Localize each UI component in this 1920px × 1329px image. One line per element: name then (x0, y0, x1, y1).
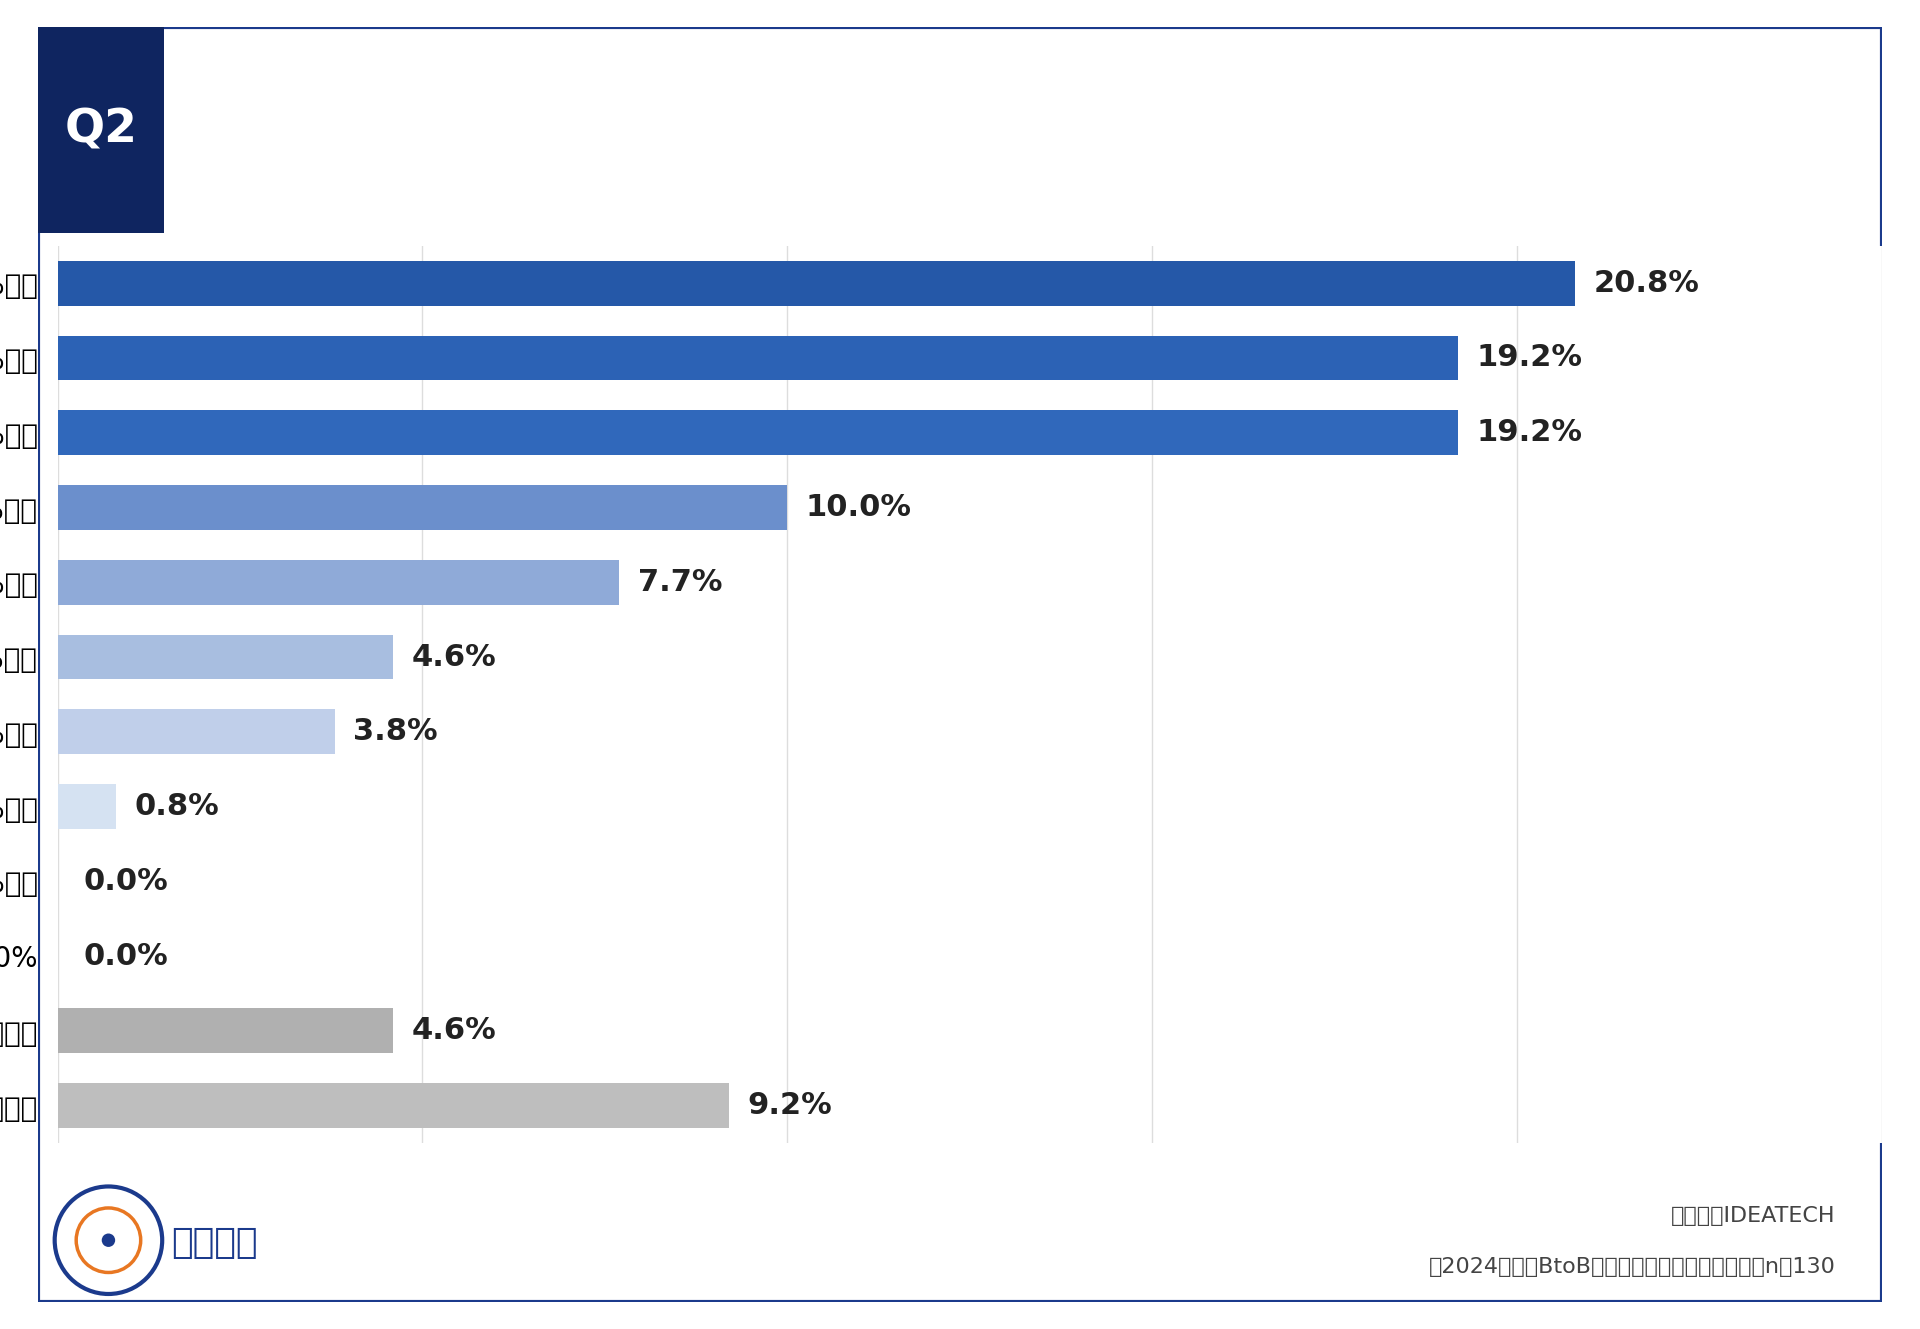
Text: 19.2%: 19.2% (1476, 419, 1582, 448)
Text: 0.0%: 0.0% (83, 867, 167, 896)
Text: 4.6%: 4.6% (411, 642, 495, 671)
Bar (58, 560, 620, 605)
Bar (58, 485, 787, 530)
Text: 20.8%: 20.8% (1594, 268, 1699, 298)
Text: 【2024年版】BtoB企業の広告施策の実態調査｜n＝130: 【2024年版】BtoB企業の広告施策の実態調査｜n＝130 (1428, 1256, 1836, 1277)
Text: 19.2%: 19.2% (1476, 343, 1582, 372)
Text: 3.8%: 3.8% (353, 718, 438, 747)
Bar (58, 411, 1459, 456)
Text: 7.7%: 7.7% (637, 567, 722, 597)
Bar (58, 1083, 730, 1128)
Bar (58, 784, 115, 829)
Text: 0.0%: 0.0% (83, 941, 167, 970)
Text: 9.2%: 9.2% (747, 1091, 831, 1120)
Bar (58, 336, 1459, 380)
Text: あなたのお勤め先ではマーケティング予算における、: あなたのお勤め先ではマーケティング予算における、 (186, 82, 726, 118)
Text: Q2: Q2 (65, 108, 138, 152)
Bar (58, 710, 334, 755)
Text: 0.8%: 0.8% (134, 792, 219, 821)
FancyBboxPatch shape (38, 27, 163, 233)
Bar (58, 1009, 394, 1054)
Bar (58, 635, 394, 679)
Text: リサピー: リサピー (171, 1225, 257, 1260)
Text: 株式会社IDEATECH: 株式会社IDEATECH (1670, 1207, 1836, 1227)
Text: 4.6%: 4.6% (411, 1017, 495, 1046)
Bar (58, 260, 1574, 306)
Text: 10.0%: 10.0% (806, 493, 912, 522)
Text: 広告予算はどのくらいの割合になっていますか。: 広告予算はどのくらいの割合になっていますか。 (186, 157, 682, 193)
